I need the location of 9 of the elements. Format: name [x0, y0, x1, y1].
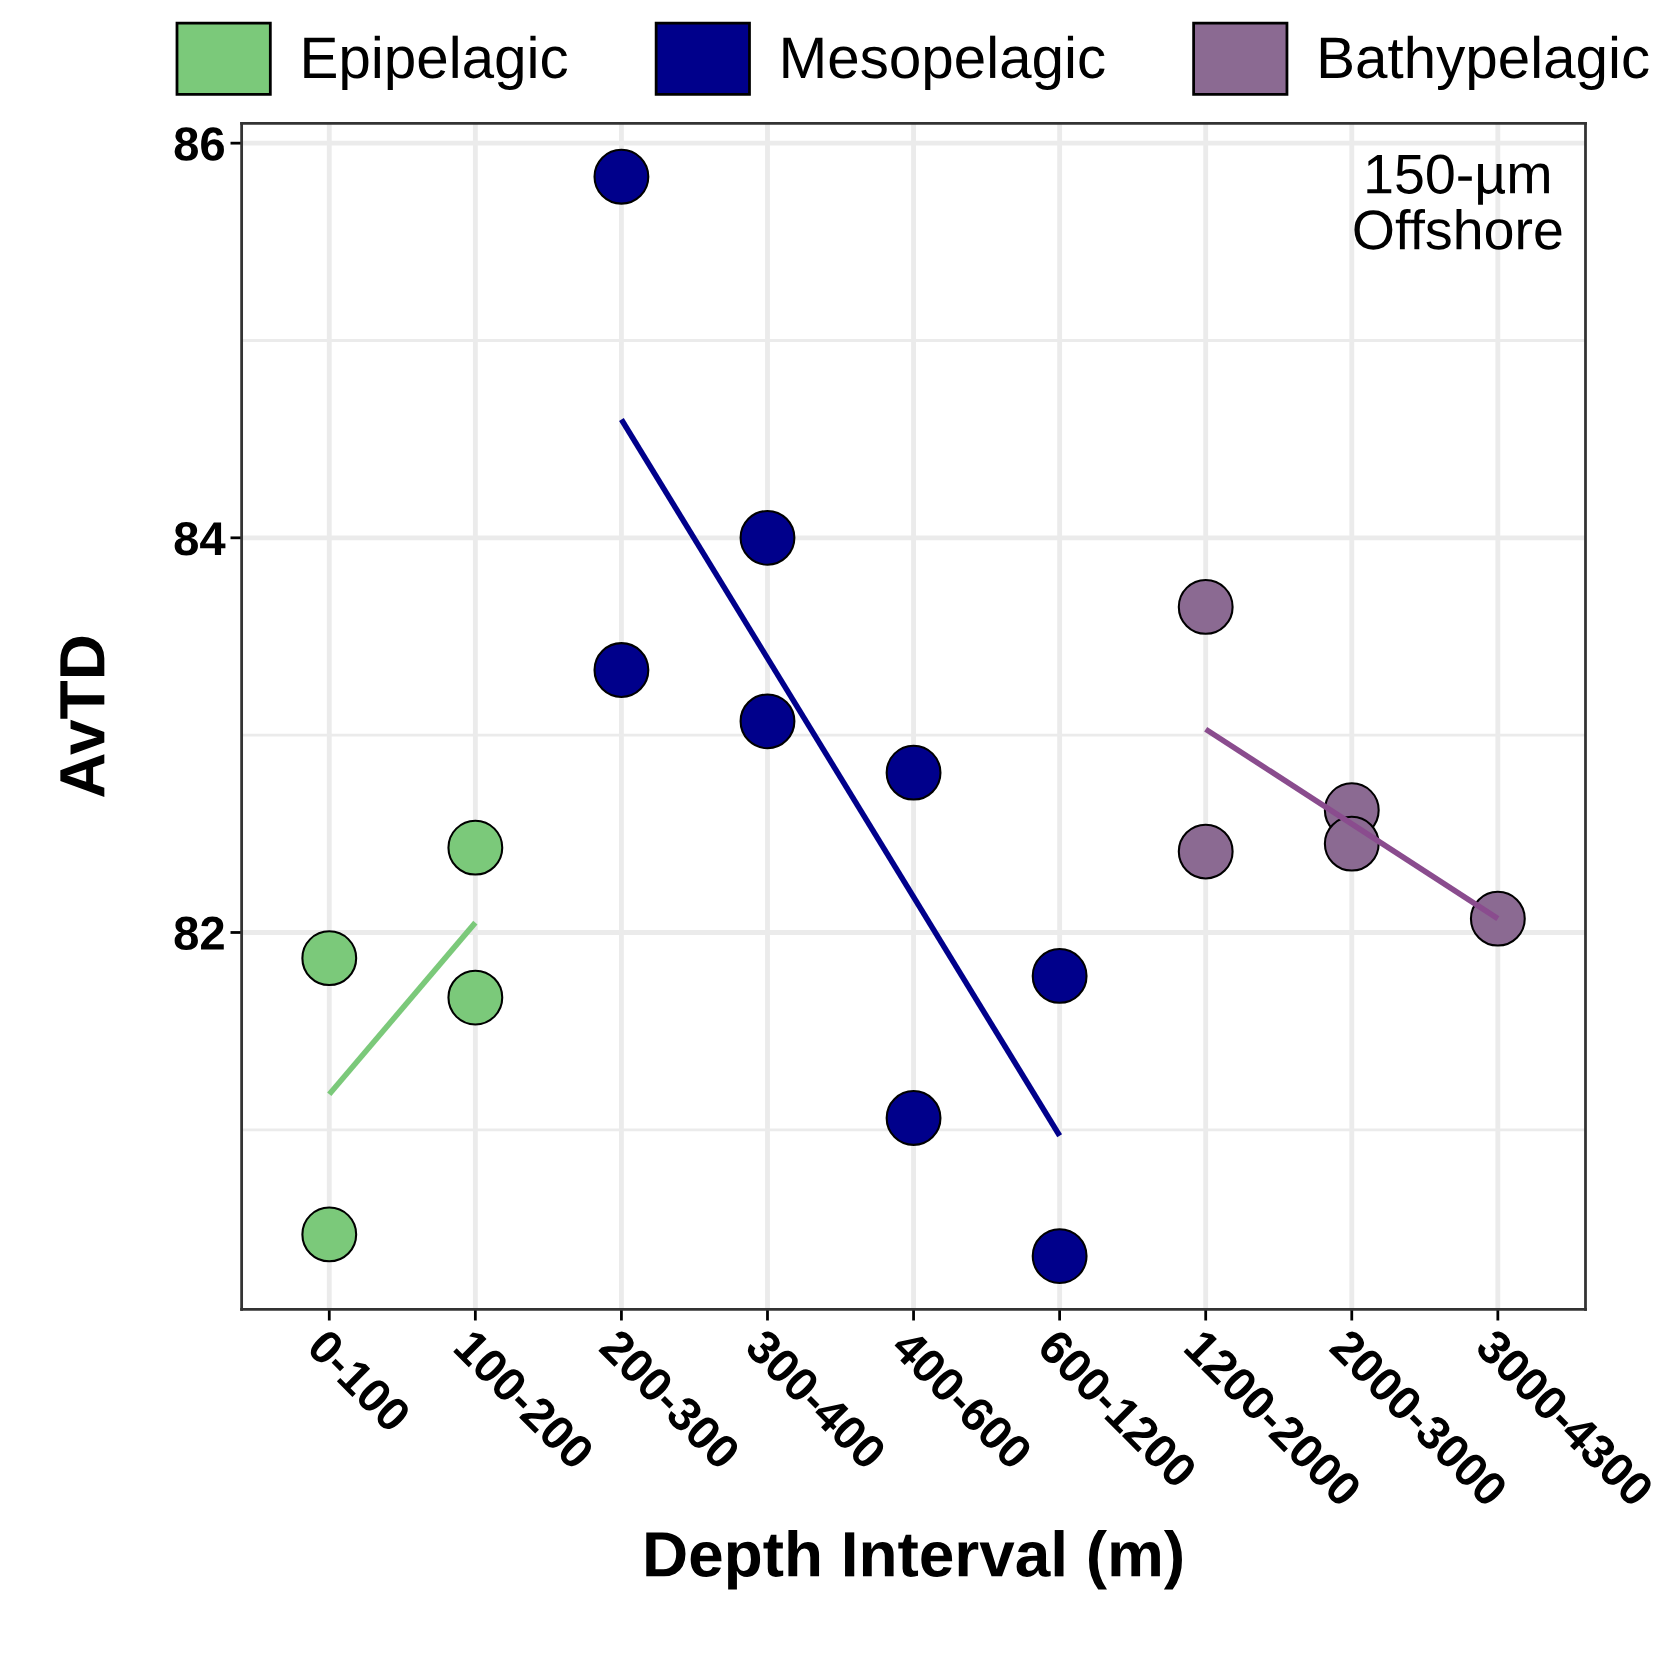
- legend-label: Mesopelagic: [783, 35, 1105, 91]
- y-tick-label: 84: [174, 521, 226, 556]
- annotation: 150-µm Offshore: [1354, 154, 1562, 250]
- y-axis-title: AvTD: [60, 636, 105, 798]
- legend-label: Epipelagic: [304, 35, 568, 91]
- y-tick-label: 82: [174, 916, 224, 951]
- legend-label: Bathypelagic: [1320, 35, 1649, 91]
- x-axis-title: Depth Interval (m): [646, 1530, 1182, 1590]
- y-tick-label: 86: [174, 127, 224, 161]
